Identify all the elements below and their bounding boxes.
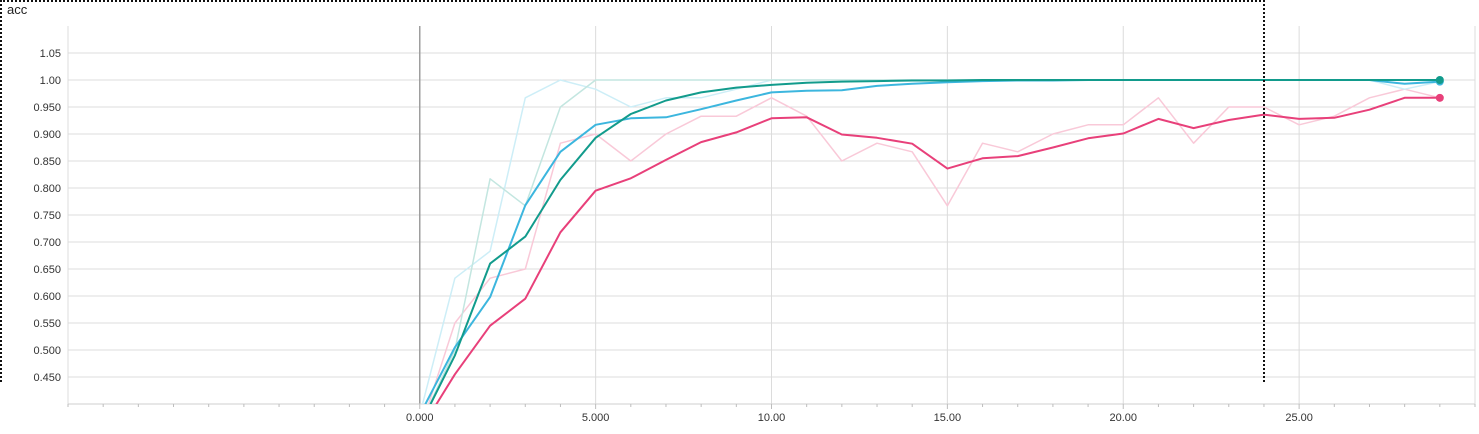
y-tick-label: 0.550 (33, 318, 61, 330)
y-tick-label: 0.900 (33, 129, 61, 141)
raw-series-line-1 (421, 79, 1440, 404)
smoothed-series-line-1 (424, 79, 1440, 404)
x-tick-label: 25.00 (1285, 412, 1313, 424)
x-tick-label: 10.00 (758, 412, 786, 424)
series-group (421, 79, 1440, 404)
y-tick-label: 0.450 (33, 372, 61, 384)
y-tick-label: 1.00 (40, 75, 61, 87)
y-tick-label: 0.800 (33, 183, 61, 195)
y-tick-label: 0.600 (33, 291, 61, 303)
x-tick-label: 0.000 (406, 412, 434, 424)
raw-series-line-0 (427, 88, 1440, 404)
y-tick-label: 1.05 (40, 48, 61, 60)
y-tick-label: 0.700 (33, 237, 61, 249)
y-tick-label: 0.950 (33, 102, 61, 114)
x-tick-label: 5.000 (582, 412, 610, 424)
series-endpoint-marker-2 (1435, 76, 1444, 84)
smoothed-series-line-0 (435, 96, 1440, 404)
x-tick-label: 15.00 (934, 412, 962, 424)
smoothed-series-line-2 (429, 79, 1440, 404)
raw-series-line-2 (429, 79, 1440, 404)
y-tick-label: 0.750 (33, 210, 61, 222)
y-tick-label: 0.500 (33, 345, 61, 357)
y-tick-label: 0.850 (33, 156, 61, 168)
y-tick-label: 0.650 (33, 264, 61, 276)
series-endpoint-marker-0 (1435, 93, 1444, 102)
x-tick-label: 20.00 (1109, 412, 1137, 424)
chart-title: acc (7, 2, 28, 17)
